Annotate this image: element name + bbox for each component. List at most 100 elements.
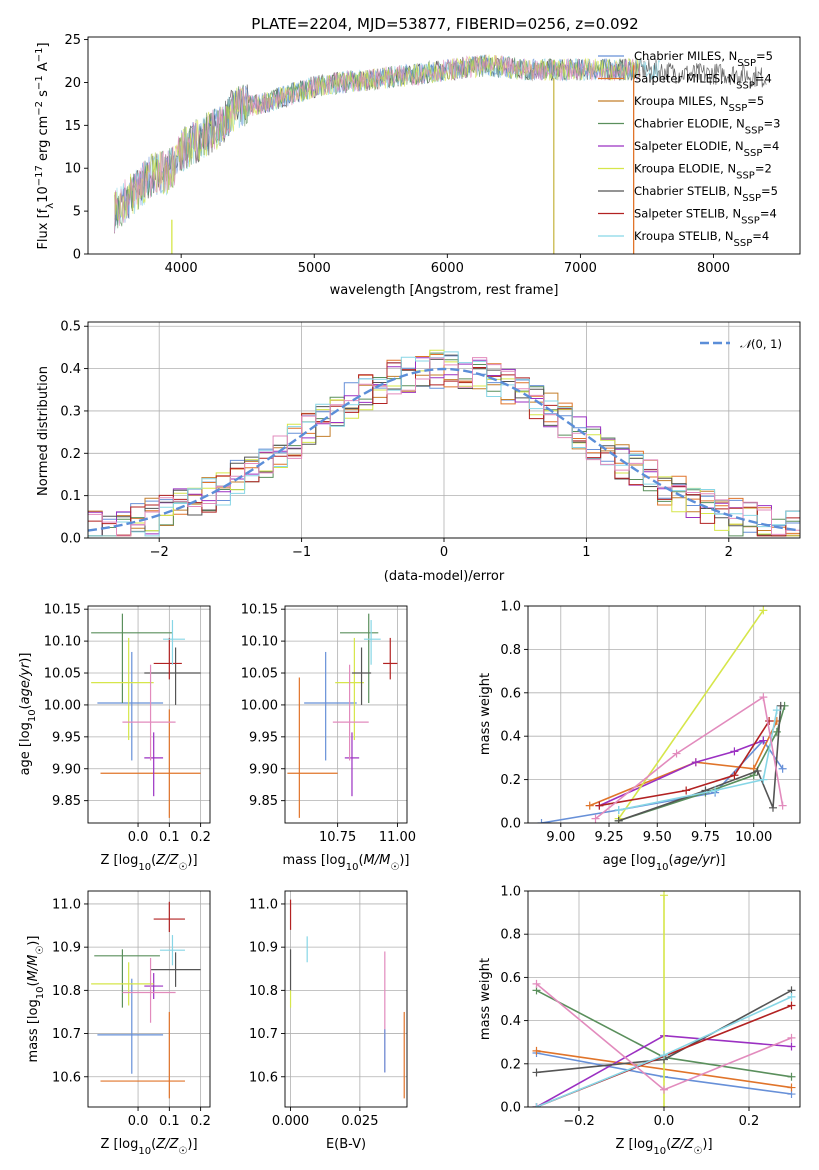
- y-tick-label: 0.8: [500, 928, 521, 943]
- x-tick-label: 1: [582, 545, 590, 560]
- y-tick-label: 15: [64, 119, 81, 134]
- legend-entry: Chabrier ELODIE, NSSP=3: [634, 117, 780, 137]
- series: [537, 736, 787, 823]
- x-tick-label: 2: [725, 545, 733, 560]
- plot-area: [537, 606, 789, 823]
- panel-mass_vs_EBV: 0.000 0.025 10.6 10.7 10.8 10.9 11.0 E(B-V): [249, 890, 408, 1152]
- y-tick-label: 0.2: [500, 773, 521, 788]
- panel-mass_vs_Z: 0.0 0.1 0.2 10.6 10.7 10.8 10.9 11.0 Z [log10(Z/…: [26, 890, 211, 1157]
- data-point-marker: [614, 816, 623, 823]
- y-axis-label: Normed distribution: [36, 366, 51, 496]
- x-tick-label: 10.75: [319, 830, 356, 845]
- panel-spectrum: 4000 5000 6000 7000 8000 0 5 10 15 20 25 wavelength…: [34, 33, 801, 298]
- axes-frame: [87, 36, 801, 255]
- error-bar-point: [91, 637, 154, 741]
- y-tick-label: 0.3: [60, 404, 81, 419]
- y-axis-label: Flux [fλ10−17 erg cm−2 s−1 A−1]: [34, 42, 56, 249]
- data-point-marker: [532, 979, 541, 988]
- error-bar-point: [94, 949, 160, 1008]
- legend-entry: Salpeter ELODIE, NSSP=4: [634, 139, 779, 159]
- error-bar-point: [91, 962, 154, 1006]
- data-point-marker: [765, 717, 774, 726]
- spectrum-line: [114, 54, 641, 234]
- histogram-line: [88, 357, 800, 537]
- x-tick-label: 11.00: [379, 830, 416, 845]
- x-tick-label: 8000: [697, 261, 730, 276]
- error-bar-point: [122, 664, 176, 761]
- x-tick-label: 0.2: [190, 830, 211, 845]
- figure-title: PLATE=2204, MJD=53877, FIBERID=0256, z=0…: [251, 15, 638, 33]
- y-tick-label: 0.4: [500, 730, 521, 745]
- y-axis-label: mass weight: [478, 958, 493, 1040]
- x-axis-label: E(B-V): [326, 1137, 366, 1152]
- error-bar-point: [97, 978, 164, 1074]
- series-line: [589, 720, 778, 807]
- error-bar-point: [383, 637, 398, 680]
- y-tick-label: 5: [73, 205, 81, 220]
- y-tick-label: 0.2: [500, 1057, 521, 1072]
- axes-frame: [527, 890, 801, 1108]
- x-tick-label: −0.2: [563, 1114, 595, 1129]
- x-tick-label: 0.2: [190, 1114, 211, 1129]
- data-point-marker: [772, 706, 781, 715]
- legend-entry: Chabrier MILES, NSSP=5: [634, 49, 773, 69]
- y-tick-label: 0.5: [60, 320, 81, 335]
- series: [614, 706, 781, 814]
- data-point-marker: [759, 693, 768, 702]
- legend: 𝒩(0, 1): [700, 337, 782, 351]
- data-point-marker: [660, 1085, 668, 1094]
- y-tick-label: 10.00: [241, 698, 278, 713]
- x-axis-label: Z [log10(Z/Z☉)]: [100, 1137, 197, 1157]
- data-point-marker: [753, 766, 762, 775]
- x-tick-label: 0.1: [159, 830, 180, 845]
- x-tick-label: 9.75: [691, 830, 720, 845]
- y-tick-label: 0.6: [500, 686, 521, 701]
- y-tick-label: 10.05: [241, 667, 278, 682]
- data-point-marker: [759, 736, 768, 745]
- series: [595, 717, 774, 810]
- y-tick-label: 10.9: [52, 941, 81, 956]
- data-point-marker: [787, 1033, 796, 1042]
- panel-age_vs_Z: 0.0 0.1 0.2 9.85 9.90 9.95 10.00 10.05 10.10 10.1…: [18, 603, 211, 873]
- x-tick-label: 7000: [564, 261, 597, 276]
- data-point-marker: [672, 749, 681, 758]
- series-line: [594, 695, 784, 820]
- panel-massweight_vs_Z: −0.2 0.0 0.2 0.0 0.2 0.4 0.6 0.8 1.0 Z [log10(Z/Z…: [478, 885, 801, 1157]
- spectrum-line: [114, 55, 767, 234]
- x-tick-label: 4000: [165, 261, 198, 276]
- y-tick-label: 10.8: [52, 984, 81, 999]
- y-tick-label: 1.0: [500, 885, 521, 900]
- y-tick-label: 10.10: [44, 635, 81, 650]
- x-tick-label: 9.50: [643, 830, 672, 845]
- data-point-marker: [660, 891, 668, 900]
- error-bar-point: [91, 613, 173, 704]
- y-tick-label: 9.95: [52, 730, 81, 745]
- data-point-marker: [660, 1103, 668, 1107]
- y-tick-label: 0.8: [500, 643, 521, 658]
- x-tick-label: 0.0: [128, 1114, 149, 1129]
- legend-entry: Salpeter STELIB, NSSP=4: [634, 207, 777, 227]
- data-point-marker: [660, 1051, 668, 1060]
- x-tick-label: 0.1: [159, 1114, 180, 1129]
- error-bar-point: [153, 637, 182, 680]
- data-point-marker: [759, 775, 768, 784]
- error-bar-point: [363, 620, 381, 665]
- y-axis-label: mass [log10(M/M☉)]: [26, 936, 46, 1063]
- y-tick-label: 0: [73, 248, 81, 263]
- error-bar-point: [351, 647, 372, 705]
- series: [614, 606, 768, 823]
- x-axis-label: (data-model)/error: [384, 569, 505, 584]
- x-axis-label: age [log10(age/yr)]: [603, 853, 726, 873]
- x-tick-label: 0.0: [654, 1114, 675, 1129]
- data-point-marker: [532, 1046, 541, 1055]
- panel-age_vs_mass: 10.75 11.00 9.85 9.90 9.95 10.00 10.05 10.10 10.…: [241, 603, 416, 873]
- x-tick-label: 0: [440, 545, 448, 560]
- legend-entry: 𝒩(0, 1): [740, 337, 782, 351]
- y-tick-label: 0.6: [500, 971, 521, 986]
- series: [532, 992, 796, 1107]
- error-bar-point: [97, 651, 164, 761]
- y-tick-label: 10.00: [44, 698, 81, 713]
- data-point-marker: [759, 606, 768, 615]
- data-point-marker: [711, 786, 720, 795]
